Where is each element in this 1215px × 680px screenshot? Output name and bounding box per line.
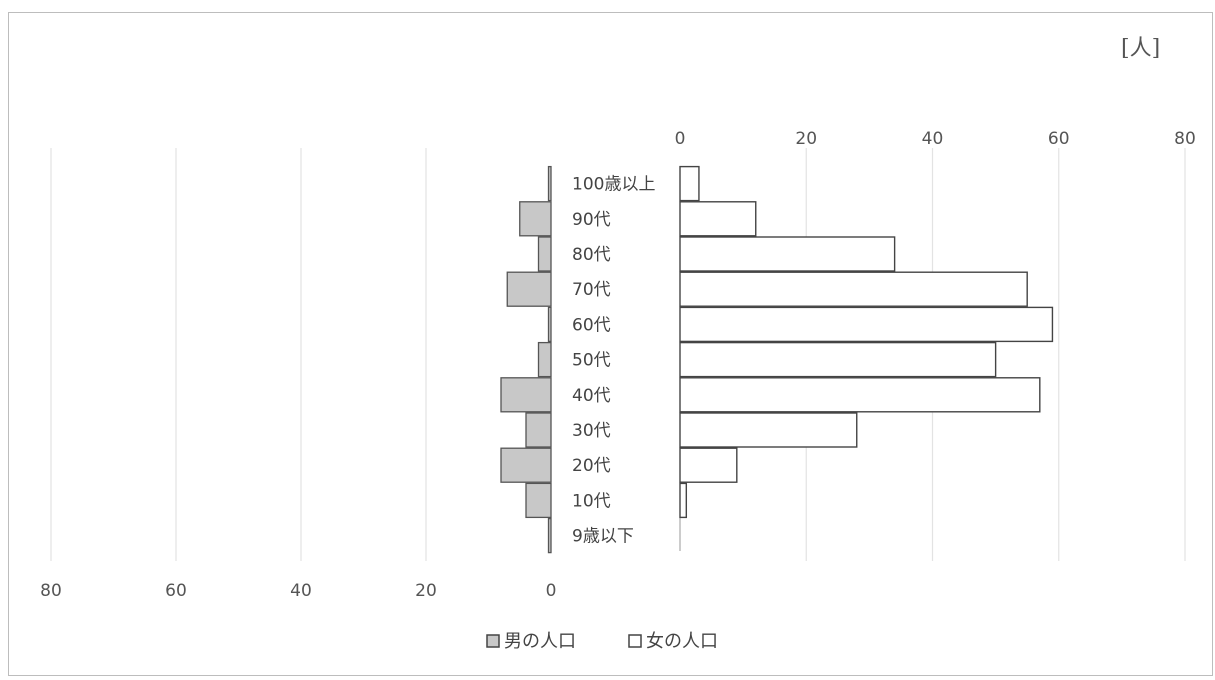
category-label: 30代	[572, 421, 611, 441]
male-bar	[500, 447, 552, 483]
female-series-bars	[679, 165, 1054, 519]
female-bar	[679, 377, 1041, 413]
female-tick-label: 0	[675, 129, 686, 149]
female-bar	[679, 306, 1054, 343]
male-tick-label: 60	[165, 581, 187, 601]
female-bar	[679, 447, 738, 483]
male-bar	[525, 412, 552, 448]
male-bar	[525, 482, 552, 519]
female-bar	[679, 201, 757, 237]
female-x-axis: 0 20 40 60 80	[675, 129, 1196, 149]
chart-frame: 80 60 40 20 0 0 20 40 60 80 100歳以上 90代 80代 70代 60代 50…	[8, 12, 1213, 676]
male-bar	[547, 165, 552, 202]
female-bar	[679, 482, 688, 519]
male-tick-label: 0	[546, 581, 557, 601]
category-label: 20代	[572, 456, 611, 476]
female-bar	[679, 341, 997, 378]
male-bar	[537, 236, 552, 272]
female-bar	[679, 165, 700, 202]
male-bar	[547, 517, 552, 554]
male-bar	[500, 377, 552, 413]
male-series-bars	[500, 165, 552, 554]
category-label: 9歳以下	[572, 527, 634, 547]
legend-label-female: 女の人口	[646, 631, 718, 652]
category-label: 80代	[572, 245, 611, 265]
category-label: 10代	[572, 491, 611, 511]
female-bar	[679, 271, 1028, 307]
male-tick-label: 20	[415, 581, 437, 601]
category-label: 100歳以上	[572, 175, 655, 195]
legend-label-male: 男の人口	[504, 631, 576, 652]
male-tick-label: 40	[290, 581, 312, 601]
male-tick-label: 80	[40, 581, 62, 601]
female-bar	[679, 236, 896, 272]
male-bar	[537, 341, 552, 378]
category-label: 40代	[572, 386, 611, 406]
unit-label: [人]	[1121, 36, 1160, 61]
category-label: 60代	[572, 315, 611, 335]
female-tick-label: 20	[795, 129, 817, 149]
female-tick-label: 80	[1174, 129, 1196, 149]
male-bar	[547, 306, 552, 343]
legend-swatch-male	[486, 634, 500, 648]
population-pyramid-chart: 80 60 40 20 0 0 20 40 60 80 100歳以上 90代 80代 70代 60代 50…	[40, 36, 1196, 652]
female-bar	[679, 412, 858, 448]
category-label: 90代	[572, 210, 611, 230]
male-bar	[506, 271, 552, 307]
grid-lines	[50, 148, 1186, 561]
legend-swatch-female	[628, 634, 642, 648]
female-tick-label: 60	[1048, 129, 1070, 149]
legend: 男の人口 女の人口	[486, 631, 718, 652]
category-label: 70代	[572, 280, 611, 300]
male-bar	[519, 201, 552, 237]
category-labels: 100歳以上 90代 80代 70代 60代 50代 40代 30代 20代 10代 9歳以下	[572, 175, 655, 547]
female-tick-label: 40	[922, 129, 944, 149]
male-x-axis: 80 60 40 20 0	[40, 581, 556, 601]
category-label: 50代	[572, 351, 611, 371]
